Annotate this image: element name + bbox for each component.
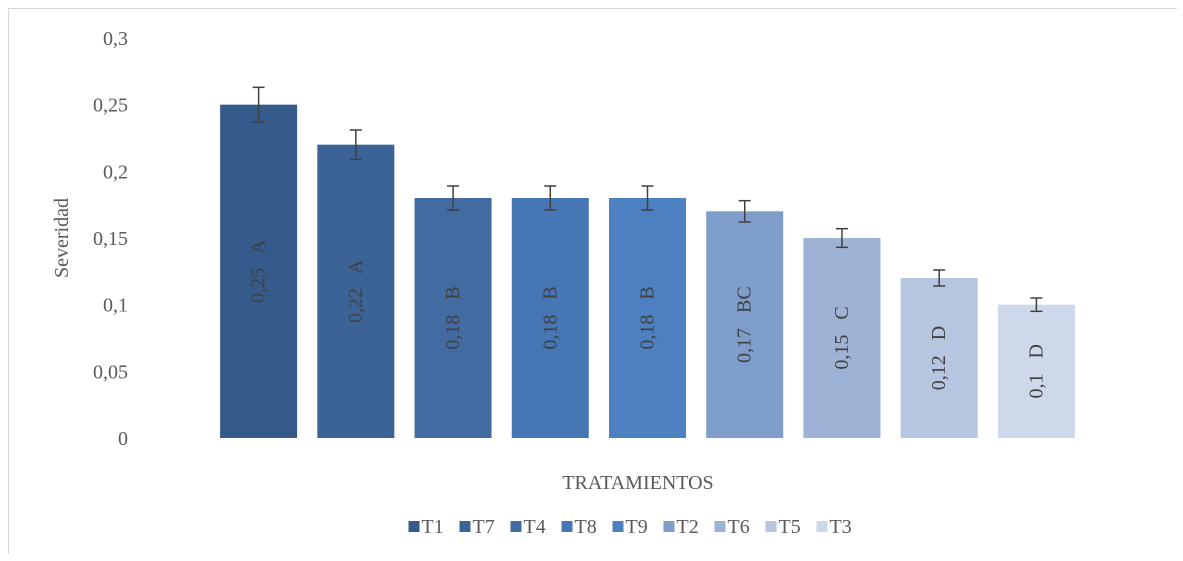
bar-t6: [803, 238, 881, 438]
legend-label: T4: [524, 516, 546, 538]
bar-data-labels: 0,25 A 0,22 A 0,18 B 0,18 B 0,18 B 0,17 BC 0,1…: [248, 239, 1048, 398]
y-axis-title: Severidad: [51, 198, 73, 278]
legend-label: T1: [422, 516, 444, 538]
bar-data-label: 0,18 B: [637, 286, 659, 349]
legend-item-t1[interactable]: T1: [408, 516, 444, 538]
bar-data-label: 0,18 B: [539, 286, 561, 349]
bar-t3: [997, 304, 1075, 438]
legend-swatch: [408, 521, 420, 532]
legend-swatch: [714, 521, 726, 532]
bar-t4: [414, 198, 492, 438]
bar-t7: [317, 144, 395, 438]
error-bars: [252, 86, 1043, 313]
chart-frame: [8, 8, 1177, 554]
legend-item-t9[interactable]: T9: [612, 516, 648, 538]
error-bar: [933, 269, 946, 287]
legend-item-t8[interactable]: T8: [561, 516, 597, 538]
y-tick-label: 0,15: [93, 228, 128, 250]
legend-label: T8: [575, 516, 597, 538]
y-tick-label: 0,1: [103, 295, 128, 317]
y-tick-label: 0,2: [103, 161, 128, 183]
legend-label: T3: [830, 516, 852, 538]
y-axis-ticks: 0 0,05 0,1 0,15 0,2 0,25 0,3: [93, 28, 128, 450]
bar-t2: [706, 211, 784, 438]
y-tick-label: 0: [118, 428, 128, 450]
bars: [220, 104, 1075, 439]
bar-data-label: 0,12 D: [928, 326, 950, 390]
legend-swatch: [765, 521, 777, 532]
legend[interactable]: T1 T7 T4 T8 T9 T2 T6 T5 T3: [408, 516, 852, 538]
y-tick-label: 0,3: [103, 28, 128, 50]
bar-t5: [900, 278, 978, 438]
error-bar: [252, 86, 265, 123]
error-bar: [544, 185, 557, 211]
legend-item-t6[interactable]: T6: [714, 516, 750, 538]
error-bar: [738, 199, 751, 223]
legend-swatch: [510, 521, 522, 532]
bar-data-label: 0,22 A: [345, 259, 367, 323]
legend-swatch: [612, 521, 624, 532]
legend-item-t2[interactable]: T2: [663, 516, 699, 538]
bar-t1: [220, 104, 298, 439]
bar-t9: [609, 198, 686, 438]
error-bar: [349, 129, 362, 161]
error-bar: [447, 185, 460, 211]
error-bar: [641, 185, 654, 211]
legend-label: T6: [728, 516, 750, 538]
legend-item-t4[interactable]: T4: [510, 516, 546, 538]
legend-swatch: [459, 521, 471, 532]
y-tick-label: 0,05: [93, 361, 128, 383]
legend-swatch: [663, 521, 675, 532]
y-tick-label: 0,25: [93, 95, 128, 117]
legend-label: T2: [677, 516, 699, 538]
legend-label: T7: [473, 516, 495, 538]
legend-swatch: [816, 521, 828, 532]
bar-data-label: 0,17 BC: [734, 286, 756, 363]
error-bar: [835, 227, 848, 249]
bar-data-label: 0,25 A: [248, 239, 270, 303]
bar-t8: [511, 198, 589, 438]
legend-item-t3[interactable]: T3: [816, 516, 852, 538]
bar-data-label: 0,15 C: [831, 306, 853, 369]
x-axis-title: TRATAMIENTOS: [562, 472, 713, 494]
bar-data-label: 0,1 D: [1025, 344, 1047, 398]
bar-data-label: 0,18 B: [442, 286, 464, 349]
legend-item-t7[interactable]: T7: [459, 516, 495, 538]
legend-swatch: [561, 521, 573, 532]
error-bar: [1030, 297, 1043, 313]
legend-item-t5[interactable]: T5: [765, 516, 801, 538]
legend-label: T5: [779, 516, 801, 538]
legend-label: T9: [626, 516, 648, 538]
